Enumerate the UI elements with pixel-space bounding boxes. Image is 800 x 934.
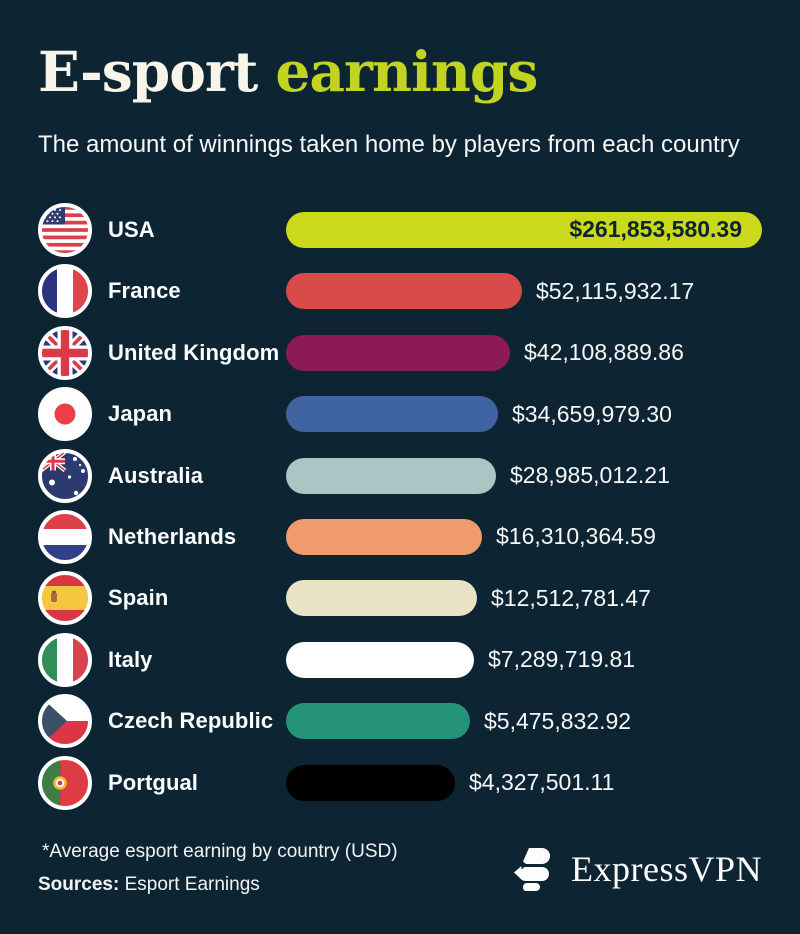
bar-area: $7,289,719.81 bbox=[286, 629, 762, 690]
sources-label: Sources: bbox=[38, 874, 120, 896]
value-label: $52,115,932.17 bbox=[536, 277, 695, 304]
flag-spain-icon bbox=[38, 571, 92, 626]
page-title: E-sport earnings bbox=[38, 39, 762, 104]
bar-chart: USA $261,853,580.39 France $52,115,932.1… bbox=[0, 199, 800, 813]
bar-usa bbox=[286, 211, 762, 248]
chart-row-spain: Spain $12,512,781.47 bbox=[38, 568, 762, 629]
chart-row-italy: Italy $7,289,719.81 bbox=[38, 629, 762, 690]
chart-row-france: France $52,115,932.17 bbox=[38, 261, 762, 322]
country-label: Spain bbox=[108, 585, 169, 611]
flag-australia-icon bbox=[38, 448, 92, 503]
bar-united-kingdom bbox=[286, 334, 510, 371]
bar-area: $28,985,012.21 bbox=[286, 445, 762, 506]
bar-area: $42,108,889.86 bbox=[286, 322, 762, 383]
footer: *Average esport earning by country (USD)… bbox=[0, 841, 800, 896]
bar-czech-republic bbox=[286, 703, 470, 740]
country-label: Netherlands bbox=[108, 523, 237, 549]
value-label: $4,327,501.11 bbox=[469, 769, 615, 795]
flag-netherlands-icon bbox=[38, 509, 92, 564]
value-label: $16,310,364.59 bbox=[496, 523, 656, 550]
value-label: $28,985,012.21 bbox=[510, 462, 670, 489]
flag-czech-republic-icon bbox=[38, 694, 92, 749]
bar-netherlands bbox=[286, 518, 482, 555]
chart-row-czech-republic: Czech Republic $5,475,832.92 bbox=[38, 690, 762, 751]
country-label: Czech Republic bbox=[108, 708, 274, 734]
sources: Sources: Esport Earnings bbox=[38, 874, 398, 896]
bar-spain bbox=[286, 580, 477, 617]
bar-portugal bbox=[286, 764, 455, 801]
country-label: France bbox=[108, 278, 181, 304]
title-primary: E-sport bbox=[38, 39, 258, 104]
chart-row-united-kingdom: United Kingdom $42,108,889.86 bbox=[38, 322, 762, 383]
bar-australia bbox=[286, 457, 496, 494]
value-label: $34,659,979.30 bbox=[512, 400, 672, 427]
expressvpn-icon bbox=[514, 847, 550, 891]
flag-united-kingdom-icon bbox=[38, 325, 92, 380]
country-label: Portgual bbox=[108, 769, 199, 795]
value-label: $12,512,781.47 bbox=[491, 584, 651, 611]
value-label: $261,853,580.39 bbox=[569, 216, 742, 243]
bar-france bbox=[286, 273, 522, 310]
value-label: $7,289,719.81 bbox=[488, 646, 636, 673]
value-label: $5,475,832.92 bbox=[484, 707, 632, 734]
chart-row-australia: Australia $28,985,012.21 bbox=[38, 445, 762, 506]
header: E-sport earnings The amount of winnings … bbox=[0, 0, 800, 159]
value-label: $42,108,889.86 bbox=[524, 339, 684, 366]
brand-logo: ExpressVPN bbox=[509, 844, 762, 894]
bar-japan bbox=[286, 396, 498, 433]
flag-france-icon bbox=[38, 264, 92, 319]
flag-japan-icon bbox=[38, 387, 92, 442]
footer-notes: *Average esport earning by country (USD)… bbox=[38, 841, 398, 896]
bar-area: $52,115,932.17 bbox=[286, 261, 762, 322]
sources-value: Esport Earnings bbox=[119, 874, 260, 896]
country-label: Australia bbox=[108, 462, 204, 488]
brand-name: ExpressVPN bbox=[571, 848, 762, 889]
country-label: USA bbox=[108, 216, 155, 242]
country-label: United Kingdom bbox=[108, 339, 280, 365]
flag-italy-icon bbox=[38, 632, 92, 687]
bar-area: $16,310,364.59 bbox=[286, 506, 762, 567]
bar-area: $261,853,580.39 bbox=[286, 199, 762, 260]
page-subtitle: The amount of winnings taken home by pla… bbox=[38, 130, 740, 158]
country-label: Japan bbox=[108, 401, 173, 427]
chart-row-japan: Japan $34,659,979.30 bbox=[38, 383, 762, 444]
flag-usa-icon bbox=[38, 202, 92, 257]
bar-area: $34,659,979.30 bbox=[286, 383, 762, 444]
chart-row-netherlands: Netherlands $16,310,364.59 bbox=[38, 506, 762, 567]
flag-portugal-icon bbox=[38, 755, 92, 810]
chart-row-portugal: Portgual $4,327,501.11 bbox=[38, 752, 762, 813]
chart-row-usa: USA $261,853,580.39 bbox=[38, 199, 762, 260]
country-label: Italy bbox=[108, 646, 153, 672]
bar-italy bbox=[286, 641, 474, 678]
bar-area: $5,475,832.92 bbox=[286, 690, 762, 751]
footnote: *Average esport earning by country (USD) bbox=[42, 841, 398, 863]
title-accent: earnings bbox=[275, 39, 538, 104]
bar-area: $4,327,501.11 bbox=[286, 752, 762, 813]
bar-area: $12,512,781.47 bbox=[286, 568, 762, 629]
